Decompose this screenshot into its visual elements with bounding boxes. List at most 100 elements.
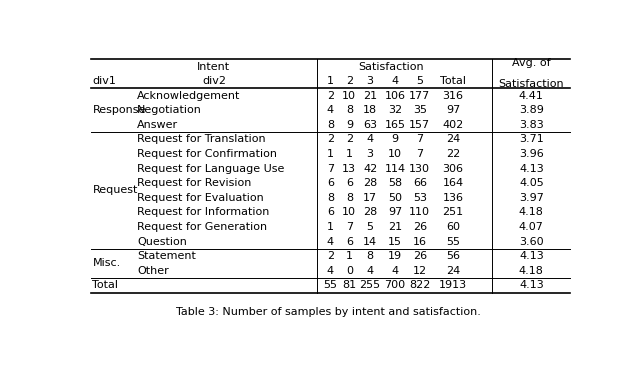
- Text: 2: 2: [327, 134, 334, 145]
- Text: 50: 50: [388, 193, 402, 203]
- Text: 14: 14: [363, 237, 377, 246]
- Text: 4.13: 4.13: [519, 251, 544, 261]
- Text: 55: 55: [446, 237, 460, 246]
- Text: 157: 157: [409, 120, 430, 130]
- Text: 28: 28: [363, 178, 378, 188]
- Text: 9: 9: [392, 134, 399, 145]
- Text: 3: 3: [367, 149, 374, 159]
- Text: 6: 6: [346, 178, 353, 188]
- Text: 1: 1: [327, 76, 334, 86]
- Text: 5: 5: [416, 76, 423, 86]
- Text: 177: 177: [409, 91, 430, 101]
- Text: 3.60: 3.60: [519, 237, 543, 246]
- Text: 1: 1: [346, 149, 353, 159]
- Text: Request: Request: [92, 185, 138, 196]
- Text: 7: 7: [327, 164, 334, 174]
- Text: 97: 97: [446, 105, 460, 115]
- Text: 1: 1: [327, 222, 334, 232]
- Text: 316: 316: [442, 91, 463, 101]
- Text: 255: 255: [360, 280, 381, 290]
- Text: Request for Generation: Request for Generation: [137, 222, 267, 232]
- Text: 4: 4: [327, 105, 334, 115]
- Text: 114: 114: [385, 164, 406, 174]
- Text: 700: 700: [385, 280, 406, 290]
- Text: 26: 26: [413, 251, 427, 261]
- Text: 2: 2: [346, 76, 353, 86]
- Text: 4: 4: [392, 76, 399, 86]
- Text: Question: Question: [137, 237, 187, 246]
- Text: Statement: Statement: [137, 251, 196, 261]
- Text: 26: 26: [413, 222, 427, 232]
- Text: 15: 15: [388, 237, 402, 246]
- Text: Total: Total: [92, 280, 118, 290]
- Text: 8: 8: [367, 251, 374, 261]
- Text: 6: 6: [327, 178, 334, 188]
- Text: 4.13: 4.13: [519, 280, 544, 290]
- Text: Satisfaction: Satisfaction: [358, 62, 424, 72]
- Text: 6: 6: [346, 237, 353, 246]
- Text: 97: 97: [388, 207, 402, 217]
- Text: 12: 12: [413, 266, 427, 276]
- Text: 58: 58: [388, 178, 402, 188]
- Text: Request for Translation: Request for Translation: [137, 134, 266, 145]
- Text: Response: Response: [92, 105, 146, 115]
- Text: 53: 53: [413, 193, 427, 203]
- Text: 7: 7: [416, 149, 423, 159]
- Text: 2: 2: [346, 134, 353, 145]
- Text: 28: 28: [363, 207, 378, 217]
- Text: 9: 9: [346, 120, 353, 130]
- Text: 18: 18: [363, 105, 377, 115]
- Text: 24: 24: [446, 266, 460, 276]
- Text: 8: 8: [346, 105, 353, 115]
- Text: 10: 10: [388, 149, 402, 159]
- Text: 1: 1: [327, 149, 334, 159]
- Text: 35: 35: [413, 105, 427, 115]
- Text: Acknowledgement: Acknowledgement: [137, 91, 241, 101]
- Text: 402: 402: [442, 120, 463, 130]
- Text: Request for Revision: Request for Revision: [137, 178, 252, 188]
- Text: 7: 7: [416, 134, 423, 145]
- Text: 10: 10: [342, 91, 356, 101]
- Text: 3.97: 3.97: [519, 193, 544, 203]
- Text: 10: 10: [342, 207, 356, 217]
- Text: 1913: 1913: [439, 280, 467, 290]
- Text: 21: 21: [363, 91, 377, 101]
- Text: Intent: Intent: [197, 62, 230, 72]
- Text: 4: 4: [327, 237, 334, 246]
- Text: div2: div2: [202, 76, 226, 86]
- Text: 63: 63: [363, 120, 377, 130]
- Text: 4.18: 4.18: [519, 266, 544, 276]
- Text: Avg. of: Avg. of: [512, 58, 550, 68]
- Text: 4.13: 4.13: [519, 164, 544, 174]
- Text: 16: 16: [413, 237, 427, 246]
- Text: Request for Language Use: Request for Language Use: [137, 164, 284, 174]
- Text: 251: 251: [442, 207, 463, 217]
- Text: 164: 164: [442, 178, 463, 188]
- Text: Request for Confirmation: Request for Confirmation: [137, 149, 277, 159]
- Text: Satisfaction: Satisfaction: [499, 79, 564, 89]
- Text: Negotiation: Negotiation: [137, 105, 202, 115]
- Text: 136: 136: [442, 193, 463, 203]
- Text: 42: 42: [363, 164, 378, 174]
- Text: 4.05: 4.05: [519, 178, 544, 188]
- Text: 110: 110: [409, 207, 430, 217]
- Text: 1: 1: [346, 251, 353, 261]
- Text: div1: div1: [92, 76, 116, 86]
- Text: 130: 130: [409, 164, 430, 174]
- Text: Misc.: Misc.: [92, 258, 121, 268]
- Text: 21: 21: [388, 222, 402, 232]
- Text: 306: 306: [442, 164, 463, 174]
- Text: 8: 8: [327, 120, 334, 130]
- Text: 3.89: 3.89: [519, 105, 544, 115]
- Text: 2: 2: [327, 251, 334, 261]
- Text: 5: 5: [367, 222, 374, 232]
- Text: 4.07: 4.07: [519, 222, 544, 232]
- Text: Table 3: Number of samples by intent and satisfaction.: Table 3: Number of samples by intent and…: [175, 307, 481, 317]
- Text: 7: 7: [346, 222, 353, 232]
- Text: 19: 19: [388, 251, 402, 261]
- Text: Request for Information: Request for Information: [137, 207, 269, 217]
- Text: 4: 4: [327, 266, 334, 276]
- Text: 165: 165: [385, 120, 406, 130]
- Text: 66: 66: [413, 178, 427, 188]
- Text: 6: 6: [327, 207, 334, 217]
